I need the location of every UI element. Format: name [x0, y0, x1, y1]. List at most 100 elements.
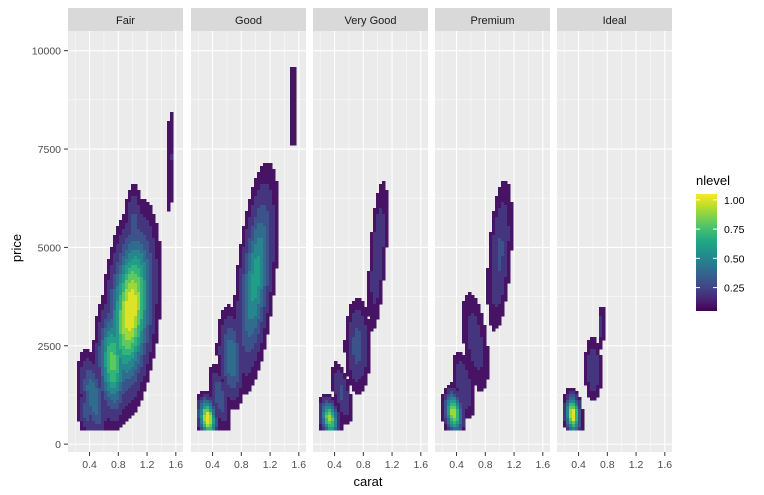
density-cell: [587, 343, 591, 347]
density-cell: [245, 331, 249, 335]
density-cell: [167, 172, 171, 176]
density-cell: [113, 307, 117, 311]
density-cell: [492, 232, 496, 236]
density-cell: [468, 400, 472, 404]
density-cell: [251, 349, 255, 353]
density-cell: [143, 388, 147, 392]
density-cell: [80, 385, 84, 389]
density-cell: [110, 376, 114, 380]
density-cell: [92, 367, 96, 371]
density-cell: [230, 313, 234, 317]
density-cell: [125, 229, 129, 233]
density-cell: [254, 271, 258, 275]
density-cell: [355, 310, 359, 314]
density-cell: [260, 349, 264, 353]
density-cell: [143, 286, 147, 290]
density-cell: [290, 121, 294, 125]
density-cell: [110, 409, 114, 413]
density-cell: [465, 367, 469, 371]
legend-tick-label: 0.50: [724, 253, 745, 265]
density-cell: [140, 307, 144, 311]
density-cell: [236, 400, 240, 404]
density-cell: [480, 346, 484, 350]
density-cell: [489, 316, 493, 320]
density-cell: [504, 259, 508, 263]
density-cell: [260, 280, 264, 284]
density-cell: [293, 127, 297, 131]
density-cell: [236, 376, 240, 380]
density-cell: [146, 295, 150, 299]
density-cell: [128, 274, 132, 278]
density-cell: [92, 409, 96, 413]
density-cell: [257, 337, 261, 341]
density-cell: [254, 364, 258, 368]
density-cell: [370, 253, 374, 257]
density-cell: [200, 421, 204, 425]
density-cell: [486, 301, 490, 305]
density-cell: [263, 340, 267, 344]
density-cell: [230, 355, 234, 359]
density-cell: [337, 406, 341, 410]
density-cell: [501, 238, 505, 242]
density-cell: [462, 304, 466, 308]
density-cell: [272, 172, 276, 176]
density-cell: [134, 190, 138, 194]
density-cell: [131, 193, 135, 197]
density-cell: [128, 370, 132, 374]
density-cell: [504, 190, 508, 194]
density-cell: [465, 394, 469, 398]
density-cell: [593, 394, 597, 398]
density-cell: [116, 238, 120, 242]
density-cell: [349, 358, 353, 362]
density-cell: [92, 352, 96, 356]
density-cell: [236, 343, 240, 347]
density-cell: [101, 307, 105, 311]
density-cell: [227, 397, 231, 401]
density-cell: [566, 415, 570, 419]
density-cell: [352, 385, 356, 389]
density-cell: [143, 229, 147, 233]
density-cell: [89, 373, 93, 377]
density-cell: [379, 232, 383, 236]
density-cell: [459, 406, 463, 410]
density-cell: [119, 334, 123, 338]
density-cell: [474, 313, 478, 317]
density-cell: [251, 214, 255, 218]
density-cell: [83, 373, 87, 377]
density-cell: [119, 397, 123, 401]
density-cell: [361, 352, 365, 356]
density-cell: [122, 367, 126, 371]
x-tick-label: 1.6: [536, 459, 551, 471]
density-cell: [119, 295, 123, 299]
density-cell: [349, 334, 353, 338]
density-cell: [104, 382, 108, 386]
density-cell: [143, 307, 147, 311]
density-cell: [116, 310, 120, 314]
density-cell: [260, 256, 264, 260]
density-cell: [227, 331, 231, 335]
density-cell: [119, 403, 123, 407]
density-cell: [596, 394, 600, 398]
density-cell: [221, 412, 225, 416]
density-cell: [236, 301, 240, 305]
density-cell: [343, 391, 347, 395]
density-cell: [248, 352, 252, 356]
density-cell: [575, 394, 579, 398]
density-cell: [110, 298, 114, 302]
density-cell: [146, 229, 150, 233]
density-cell: [119, 268, 123, 272]
density-cell: [346, 391, 350, 395]
density-cell: [376, 253, 380, 257]
density-cell: [227, 322, 231, 326]
density-cell: [167, 121, 171, 125]
density-cell: [468, 349, 472, 353]
density-cell: [248, 364, 252, 368]
density-cell: [364, 340, 368, 344]
density-cell: [596, 355, 600, 359]
density-cell: [245, 229, 249, 233]
density-cell: [373, 229, 377, 233]
density-cell: [453, 409, 457, 413]
density-cell: [170, 157, 174, 161]
density-cell: [346, 343, 350, 347]
x-tick-label: 0.8: [600, 459, 615, 471]
